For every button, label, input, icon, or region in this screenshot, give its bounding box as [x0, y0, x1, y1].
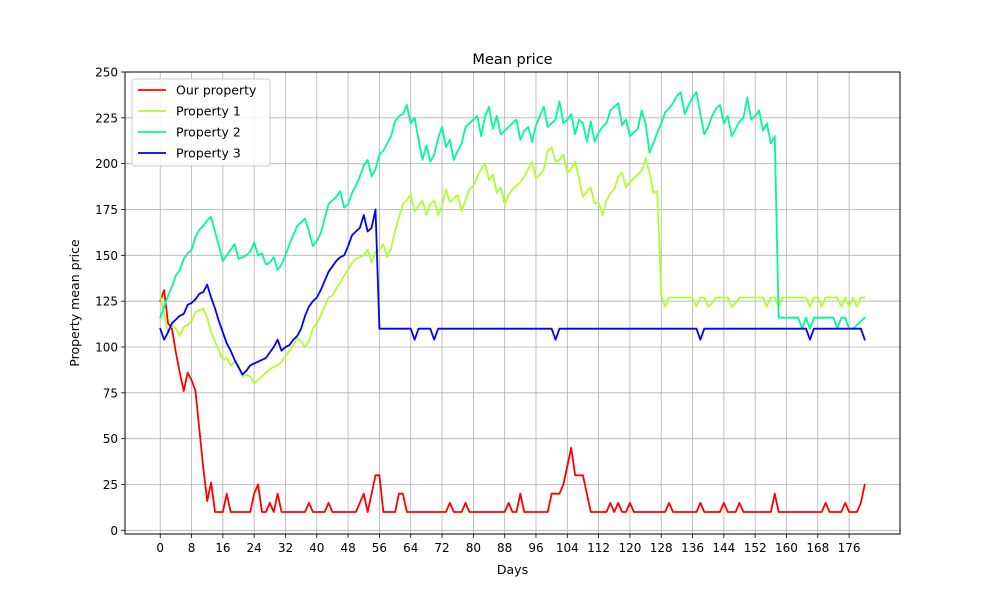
series-lines [159, 91, 866, 513]
x-tick-label: 96 [528, 541, 543, 555]
x-tick-label: 152 [744, 541, 767, 555]
legend-label: Property 3 [176, 146, 241, 161]
x-tick-label: 104 [556, 541, 579, 555]
y-tick-label: 250 [95, 66, 118, 80]
series-line-3 [159, 91, 866, 330]
x-tick-label: 32 [278, 541, 293, 555]
y-axis-label: Property mean price [67, 239, 82, 367]
y-tick-label: 25 [103, 478, 118, 492]
x-tick-label: 24 [247, 541, 262, 555]
legend-box [131, 78, 271, 167]
x-tick-label: 144 [712, 541, 735, 555]
legend-label: Property 2 [176, 125, 241, 140]
x-tick-label: 0 [156, 541, 164, 555]
x-tick-label: 168 [806, 541, 829, 555]
x-tick-label: 80 [466, 541, 481, 555]
y-tick-label: 100 [95, 341, 118, 355]
x-tick-label: 72 [434, 541, 449, 555]
x-tick-label: 120 [618, 541, 641, 555]
y-tick-label: 225 [95, 111, 118, 125]
series-line-1 [159, 289, 866, 513]
x-tick-label: 88 [497, 541, 512, 555]
x-tick-label: 112 [587, 541, 610, 555]
x-tick-label: 136 [681, 541, 704, 555]
x-tick-label: 16 [215, 541, 230, 555]
x-tick-label: 8 [188, 541, 196, 555]
y-tick-label: 0 [110, 524, 118, 538]
y-tick-label: 200 [95, 157, 118, 171]
x-tick-label: 176 [838, 541, 861, 555]
legend-label: Property 1 [176, 104, 241, 119]
x-tick-label: 40 [309, 541, 324, 555]
series-line-4 [159, 208, 866, 376]
chart-title: Mean price [472, 52, 552, 68]
y-tick-label: 125 [95, 295, 118, 309]
x-tick-label: 48 [340, 541, 355, 555]
y-tick-label: 50 [103, 432, 118, 446]
x-tick-label: 128 [650, 541, 673, 555]
x-tick-label: 64 [403, 541, 418, 555]
axes-frame [124, 71, 901, 535]
legend-label: Our property [176, 83, 257, 98]
axis-ticks: 0 8 16 24 32 40 48 56 64 72 80 88 96 104 112 120 128 136 1… [95, 66, 860, 556]
x-axis-label: Days [497, 562, 528, 577]
x-tick-label: 160 [775, 541, 798, 555]
y-tick-label: 175 [95, 203, 118, 217]
y-tick-label: 150 [95, 249, 118, 263]
y-tick-label: 75 [103, 386, 118, 400]
legend: Our property Property 1 Property 2 Property… [131, 78, 271, 167]
series-line-2 [159, 146, 866, 385]
x-tick-label: 56 [372, 541, 387, 555]
